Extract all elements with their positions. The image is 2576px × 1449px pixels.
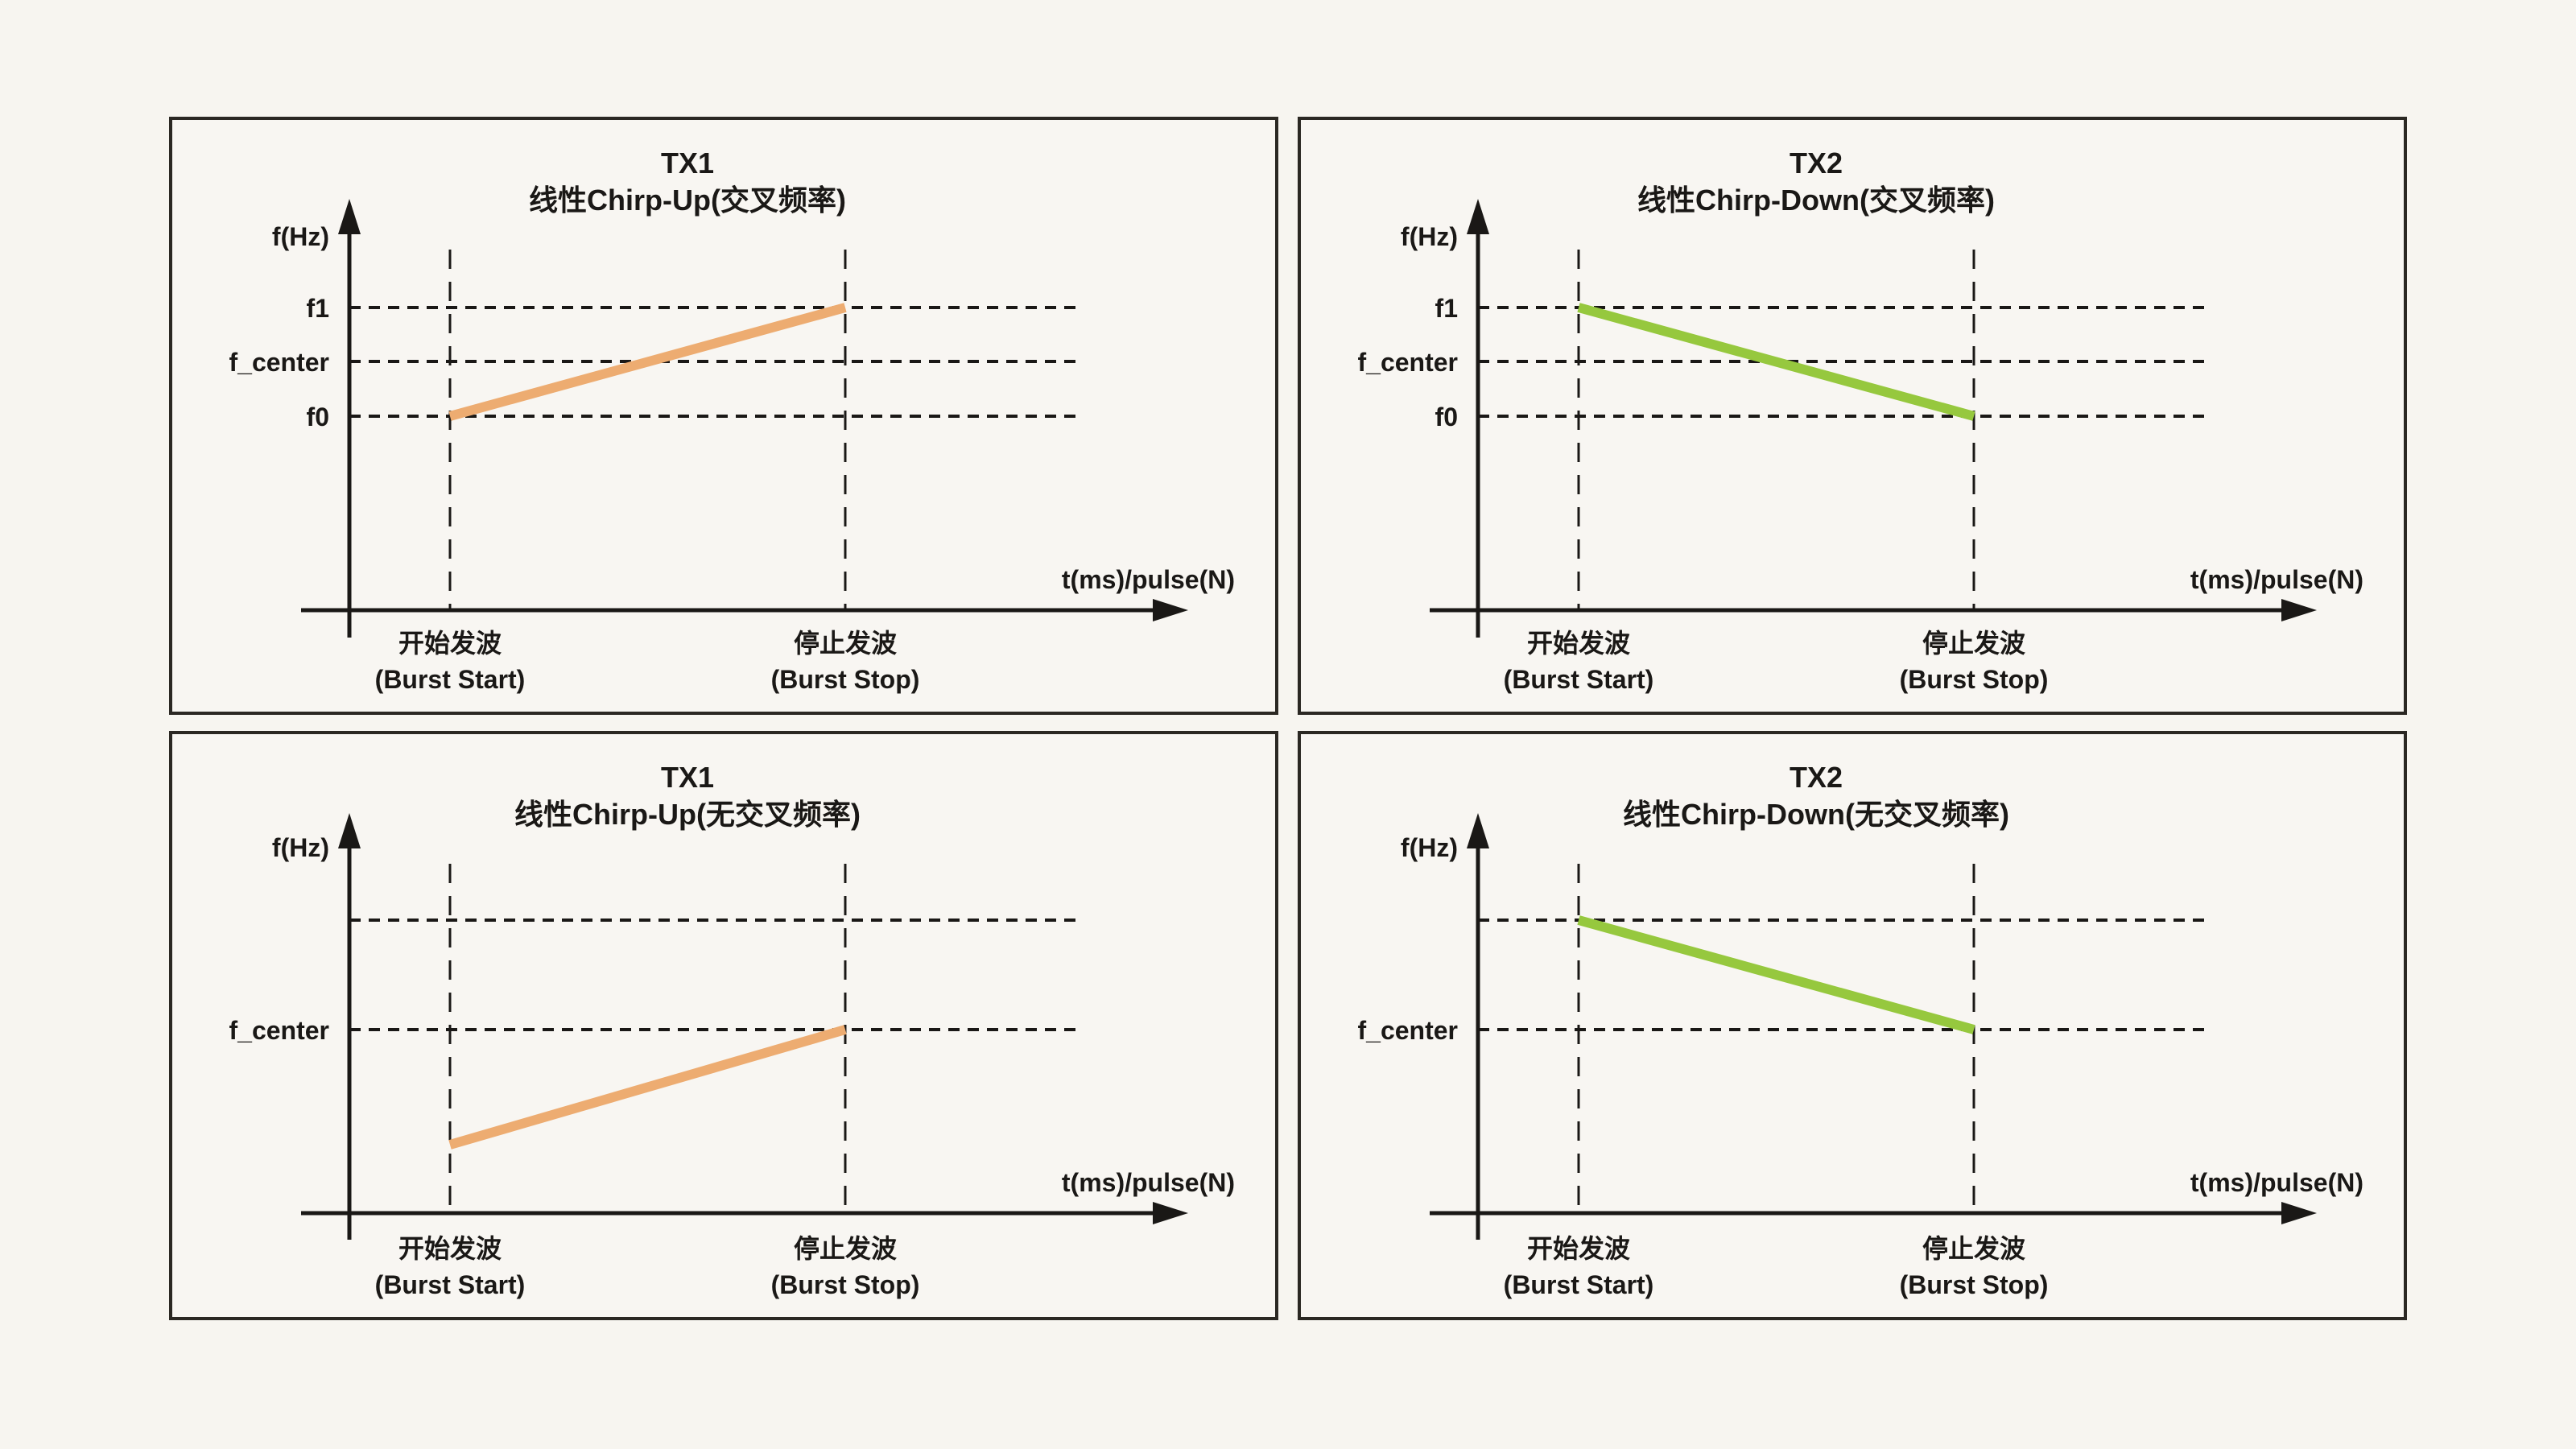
- x-axis-arrow-icon: [2281, 1202, 2317, 1224]
- tick-f1: f1: [1435, 294, 1458, 323]
- y-axis-arrow-icon: [338, 813, 361, 848]
- burst-stop-label-en: (Burst Stop): [771, 1270, 920, 1299]
- burst-stop-label-cn: 停止发波: [794, 629, 897, 658]
- burst-start-label-en: (Burst Start): [1504, 1270, 1654, 1299]
- chart-grid: TX1 线性Chirp-Up(交叉频率) f(Hz) f1 f_center f…: [169, 117, 2407, 1320]
- burst-stop-label-cn: 停止发波: [794, 1234, 897, 1263]
- x-axis-arrow-icon: [1153, 1202, 1188, 1224]
- tick-fcenter: f_center: [1358, 1016, 1459, 1045]
- tick-fcenter: f_center: [229, 348, 330, 377]
- y-axis-arrow-icon: [1467, 199, 1489, 234]
- y-axis-arrow-icon: [338, 199, 361, 234]
- x-axis-label: t(ms)/pulse(N): [1062, 565, 1235, 594]
- x-axis-label: t(ms)/pulse(N): [2190, 1168, 2363, 1197]
- tick-f0: f0: [1435, 402, 1458, 431]
- chirp-line: [448, 303, 847, 421]
- tick-f0: f0: [307, 402, 329, 431]
- burst-stop-label-cn: 停止发波: [1922, 629, 2025, 658]
- chart-title: TX2: [1790, 761, 1843, 794]
- panel-tx2-no-crossing: TX2 线性Chirp-Down(无交叉频率) f(Hz) f_center t…: [1298, 731, 2407, 1320]
- burst-start-label-cn: 开始发波: [398, 629, 502, 658]
- burst-start-label-cn: 开始发波: [1527, 629, 1630, 658]
- y-axis-arrow-icon: [1467, 813, 1489, 848]
- y-axis-label: f(Hz): [1401, 833, 1458, 862]
- chart-title: TX2: [1790, 147, 1843, 180]
- chirp-line: [1577, 303, 1975, 421]
- burst-start-label-en: (Burst Start): [1504, 665, 1654, 694]
- burst-start-label-en: (Burst Start): [375, 665, 526, 694]
- y-axis-label: f(Hz): [1401, 222, 1458, 251]
- burst-start-label-cn: 开始发波: [398, 1234, 502, 1263]
- chirp-line: [1577, 915, 1975, 1034]
- burst-stop-label-en: (Burst Stop): [771, 665, 920, 694]
- burst-stop-label-en: (Burst Stop): [1900, 1270, 2049, 1299]
- panel-tx1-crossing: TX1 线性Chirp-Up(交叉频率) f(Hz) f1 f_center f…: [169, 117, 1278, 715]
- panel-tx2-crossing: TX2 线性Chirp-Down(交叉频率) f(Hz) f1 f_center…: [1298, 117, 2407, 715]
- x-axis-arrow-icon: [1153, 599, 1188, 621]
- x-axis-arrow-icon: [2281, 599, 2317, 621]
- burst-start-label-en: (Burst Start): [375, 1270, 526, 1299]
- x-axis-label: t(ms)/pulse(N): [1062, 1168, 1235, 1197]
- tx2-no-crossing-chart: TX2 线性Chirp-Down(无交叉频率) f(Hz) f_center t…: [1358, 761, 2364, 1299]
- tick-fcenter: f_center: [1358, 348, 1459, 377]
- tx2-crossing-chart: TX2 线性Chirp-Down(交叉频率) f(Hz) f1 f_center…: [1358, 147, 2364, 694]
- chart-subtitle: 线性Chirp-Down(交叉频率): [1637, 184, 1995, 217]
- tick-f1: f1: [307, 294, 329, 323]
- y-axis-label: f(Hz): [272, 833, 329, 862]
- x-axis-label: t(ms)/pulse(N): [2190, 565, 2363, 594]
- chart-subtitle: 线性Chirp-Down(无交叉频率): [1623, 798, 2009, 831]
- burst-stop-label-cn: 停止发波: [1922, 1234, 2025, 1263]
- burst-stop-label-en: (Burst Stop): [1900, 665, 2049, 694]
- tx1-no-crossing-chart: TX1 线性Chirp-Up(无交叉频率) f(Hz) f_center t(m…: [229, 761, 1236, 1299]
- chart-subtitle: 线性Chirp-Up(无交叉频率): [514, 798, 861, 831]
- y-axis-label: f(Hz): [272, 222, 329, 251]
- tx1-crossing-chart: TX1 线性Chirp-Up(交叉频率) f(Hz) f1 f_center f…: [229, 147, 1236, 694]
- chirp-line: [448, 1025, 847, 1150]
- panel-tx1-no-crossing: TX1 线性Chirp-Up(无交叉频率) f(Hz) f_center t(m…: [169, 731, 1278, 1320]
- chart-subtitle: 线性Chirp-Up(交叉频率): [529, 184, 846, 217]
- chart-title: TX1: [661, 761, 714, 794]
- chart-title: TX1: [661, 147, 714, 180]
- tick-fcenter: f_center: [229, 1016, 330, 1045]
- burst-start-label-cn: 开始发波: [1527, 1234, 1630, 1263]
